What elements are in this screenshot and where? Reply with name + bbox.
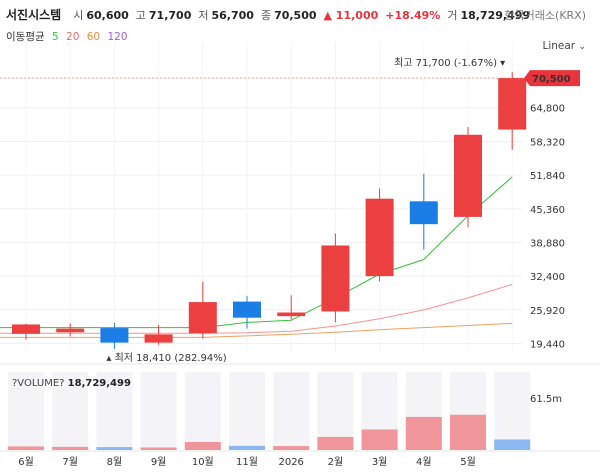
- candle-body: [321, 245, 350, 312]
- ma-legend-label: 이동평균: [6, 31, 45, 43]
- price-tick-label: 45,360: [530, 205, 565, 216]
- candle-body: [365, 198, 394, 277]
- volume-bar: [96, 447, 133, 450]
- quote-summary: 서진시스템 시 60,600 고 71,700 저 56,700 종 70,50…: [6, 6, 537, 23]
- candle-body: [498, 78, 527, 130]
- volume-column-bg: [229, 372, 265, 450]
- price-tick-label: 38,880: [530, 238, 565, 249]
- candle-body: [454, 134, 482, 217]
- moving-average-legend[interactable]: 이동평균 5 20 60 120: [6, 29, 132, 44]
- ma20-line: [0, 283, 513, 334]
- volume-tick-label: 61.5m: [530, 394, 562, 405]
- candle-body: [233, 301, 261, 318]
- price-tick-label: 32,400: [530, 272, 565, 283]
- open-value: 60,600: [86, 9, 129, 22]
- candle-body: [277, 312, 306, 317]
- volume-column-bg: [184, 372, 221, 450]
- candle-body: [100, 328, 129, 343]
- volume-bar: [450, 414, 486, 450]
- exchange-name: 한국거래소(KRX): [504, 9, 586, 22]
- volume-bar: [361, 429, 398, 450]
- last-price-label: 70,500: [532, 74, 571, 85]
- candle-body: [144, 334, 173, 343]
- candle-body: [56, 328, 85, 333]
- low-value: 56,700: [211, 9, 254, 22]
- price-tick-label: 25,920: [530, 306, 565, 317]
- x-tick-label: 9월: [151, 456, 167, 468]
- ma60-line: [0, 322, 513, 338]
- volume-column-bg: [494, 372, 531, 450]
- change-percent: +18.49%: [385, 9, 441, 22]
- volume-bar: [317, 436, 354, 450]
- ma20-legend: 20: [66, 31, 80, 43]
- x-tick-label: 8월: [107, 456, 123, 468]
- price-tick-label: 19,440: [530, 339, 565, 350]
- volume-value: 18,729,499: [460, 9, 531, 22]
- change-value: ▲ 11,000: [323, 9, 379, 22]
- last-price-tag: [524, 70, 580, 87]
- candle-body: [12, 324, 40, 334]
- low-label: 저: [198, 9, 209, 22]
- ma120-legend: 120: [107, 31, 128, 43]
- stock-name[interactable]: 서진시스템: [6, 8, 62, 22]
- volume-bar: [184, 442, 221, 450]
- x-tick-label: 2026: [278, 457, 303, 468]
- volume-bar: [273, 446, 310, 450]
- scale-label: Linear: [542, 40, 576, 52]
- price-tick-label: 64,800: [530, 104, 565, 115]
- chevron-down-icon: ⌄: [578, 42, 586, 52]
- x-tick-label: 5월: [460, 456, 476, 468]
- volume-column-bg: [96, 372, 133, 450]
- x-tick-label: 2월: [328, 456, 344, 468]
- price-tick-label: 58,320: [530, 137, 565, 148]
- x-tick-label: 6월: [18, 456, 34, 468]
- quote-header: 서진시스템 시 60,600 고 71,700 저 56,700 종 70,50…: [0, 0, 600, 26]
- price-tick-label: 51,840: [530, 171, 565, 182]
- volume-bar: [405, 416, 442, 450]
- volume-column-bg: [273, 372, 310, 450]
- volume-bar: [140, 447, 177, 450]
- high-label: 고: [135, 9, 146, 22]
- low-annotation: ▴ 최저 18,410 (282.94%): [106, 352, 226, 364]
- volume-bar: [52, 446, 89, 450]
- x-tick-label: 4월: [416, 456, 432, 468]
- open-label: 시: [73, 9, 84, 22]
- volume-column-bg: [8, 372, 44, 450]
- ma60-legend: 60: [86, 31, 101, 43]
- x-tick-label: 3월: [372, 456, 388, 468]
- scale-dropdown[interactable]: Linear ⌄: [542, 40, 586, 52]
- volume-bar: [229, 445, 265, 450]
- x-tick-label: 10월: [192, 456, 214, 468]
- volume-title: ?VOLUME? 18,729,499: [12, 378, 131, 389]
- ma5-legend: 5: [51, 31, 59, 43]
- volume-bar: [494, 439, 531, 450]
- volume-bar: [8, 446, 44, 450]
- volume-column-bg: [52, 372, 89, 450]
- close-value: 70,500: [274, 9, 317, 22]
- volume-label: 거: [447, 9, 458, 22]
- high-value: 71,700: [148, 9, 192, 22]
- volume-column-bg: [140, 372, 177, 450]
- close-label: 종: [260, 9, 272, 22]
- candle-body: [188, 302, 217, 334]
- x-tick-label: 7월: [62, 456, 78, 468]
- x-tick-label: 11월: [236, 456, 258, 468]
- high-annotation: 최고 71,700 (-1.67%) ▾: [394, 57, 505, 69]
- candle-body: [409, 201, 438, 225]
